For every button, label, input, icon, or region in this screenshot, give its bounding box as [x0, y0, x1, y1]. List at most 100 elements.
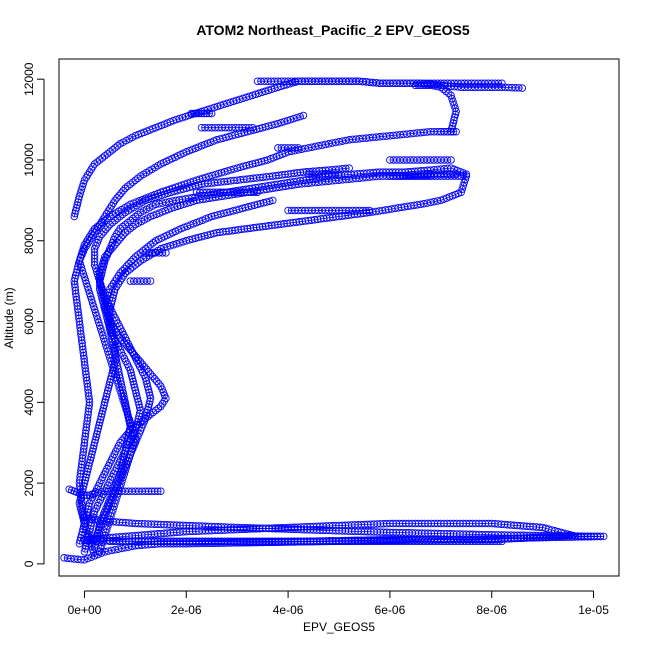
data-point: [107, 245, 115, 254]
data-point: [122, 431, 130, 440]
data-point: [94, 550, 102, 559]
data-point: [108, 509, 116, 517]
data-point: [98, 283, 106, 292]
data-point: [118, 436, 126, 445]
data-point: [133, 395, 142, 403]
data-point: [106, 148, 114, 156]
data-point: [127, 372, 136, 380]
data-point: [448, 122, 457, 130]
data-point: [73, 265, 81, 274]
data-point: [142, 411, 151, 420]
data-point: [296, 112, 304, 121]
series-line-1: [78, 84, 457, 552]
data-point: [134, 259, 142, 267]
data-point: [115, 236, 123, 244]
x-tick-label: 1e-05: [578, 603, 609, 617]
data-point: [318, 141, 326, 149]
data-point: [460, 178, 468, 187]
data-point: [84, 505, 92, 513]
x-tick-label: 6e-06: [375, 603, 406, 617]
data-point: [104, 223, 112, 231]
data-point: [87, 553, 95, 561]
data-point: [134, 397, 143, 406]
data-point: [345, 164, 353, 172]
data-point: [99, 331, 107, 340]
data-point: [98, 410, 106, 418]
data-point: [250, 188, 258, 197]
data-point: [80, 273, 89, 281]
data-point: [440, 170, 448, 178]
data-point: [494, 537, 503, 546]
data-point: [105, 248, 113, 256]
data-point: [95, 418, 104, 427]
data-point: [321, 140, 330, 149]
data-point: [245, 123, 253, 132]
data-point: [122, 341, 130, 349]
data-point: [85, 462, 93, 470]
data-point: [82, 470, 91, 479]
data-point: [108, 218, 117, 227]
data-point: [143, 380, 151, 388]
data-point: [123, 182, 132, 190]
data-point: [81, 476, 89, 484]
data-point: [76, 537, 84, 545]
data-point: [515, 84, 523, 92]
data-point: [444, 89, 453, 98]
data-point: [197, 109, 206, 118]
data-point: [95, 321, 104, 330]
data-point: [72, 268, 81, 277]
data-point: [98, 407, 107, 415]
data-point: [128, 374, 137, 383]
data-point: [85, 289, 94, 298]
data-point: [83, 536, 92, 545]
data-point: [121, 228, 129, 237]
data-point: [70, 277, 79, 285]
data-point: [73, 201, 81, 209]
y-tick-label: 10000: [22, 143, 36, 177]
data-point: [120, 434, 128, 442]
data-point: [149, 239, 157, 247]
series-line-3: [94, 175, 467, 548]
data-point: [130, 380, 138, 389]
data-point: [147, 487, 156, 495]
data-point: [135, 403, 144, 412]
data-point: [130, 383, 139, 392]
x-tick-label: 8e-06: [476, 603, 507, 617]
data-point: [146, 391, 154, 400]
data-point: [86, 292, 95, 301]
data-point: [498, 537, 506, 546]
x-axis: 0e+00 2e-06 4e-06 6e-06 8e-06 1e-05: [68, 590, 609, 617]
data-point: [299, 111, 308, 120]
data-point: [111, 216, 119, 225]
data-point: [100, 290, 108, 298]
data-point: [97, 412, 105, 421]
data-point: [79, 525, 87, 534]
data-point: [115, 191, 123, 200]
data-point: [331, 170, 340, 178]
data-point: [109, 291, 118, 299]
data-point: [154, 487, 162, 495]
data-point: [103, 389, 111, 398]
data-point: [451, 104, 459, 113]
data-point: [90, 438, 99, 447]
data-point: [187, 109, 196, 118]
data-point: [308, 143, 316, 151]
data-point: [362, 206, 370, 215]
data-point: [77, 534, 85, 542]
data-point: [93, 158, 101, 166]
data-point: [190, 109, 198, 118]
data-point: [81, 545, 89, 553]
data-point: [248, 123, 257, 132]
x-tick-label: 0e+00: [68, 603, 102, 617]
data-point: [90, 515, 99, 524]
data-point: [70, 212, 79, 221]
y-tick-label: 12000: [22, 62, 36, 96]
data-point: [449, 127, 458, 136]
data-point: [447, 156, 455, 164]
data-point: [134, 174, 142, 182]
data-point: [423, 199, 431, 207]
data-point: [111, 196, 119, 205]
data-point: [154, 404, 163, 413]
data-point: [97, 549, 106, 557]
data-point: [99, 259, 107, 268]
